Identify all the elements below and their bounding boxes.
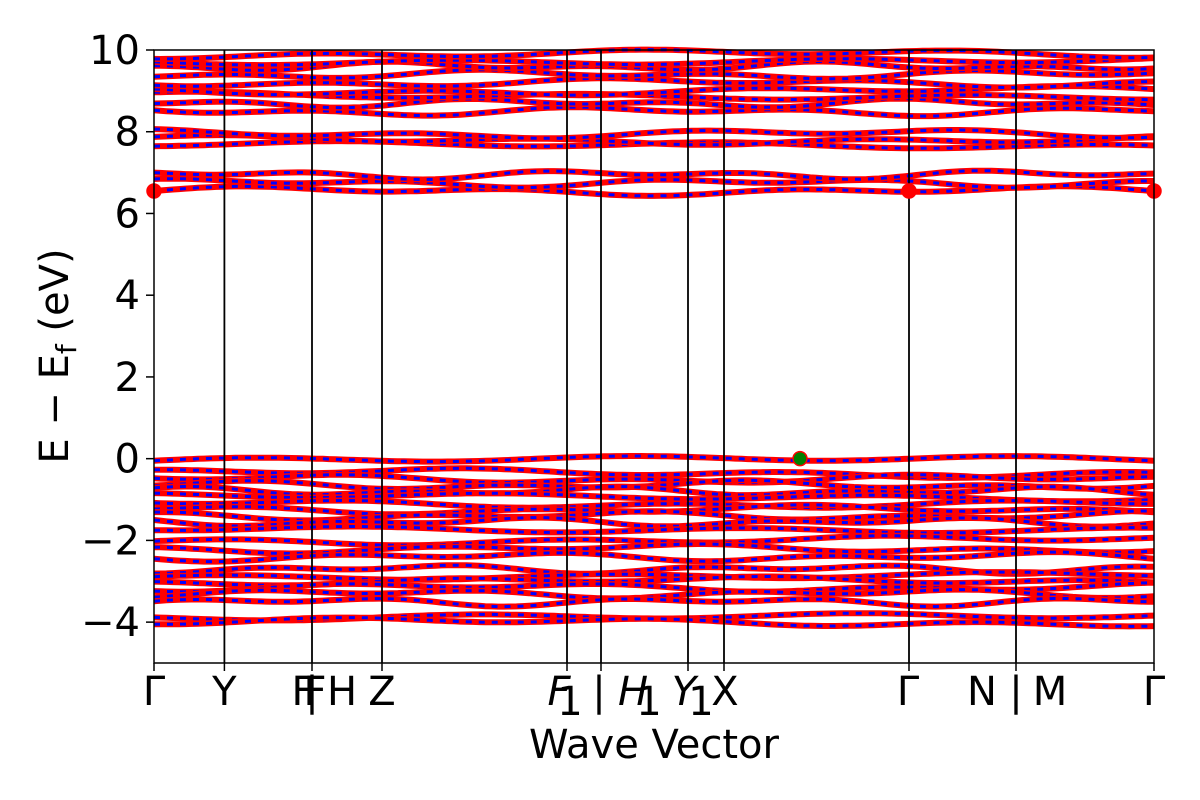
band-spin-down: [153, 503, 1155, 516]
k-point-label: H: [618, 669, 648, 715]
k-point-label: F: [303, 669, 326, 715]
band-spin-down: [154, 616, 1155, 628]
band-spin-up: [153, 595, 1155, 610]
band-spin-down: [153, 597, 1155, 609]
band-spin-down: [153, 534, 1155, 547]
k-point-label: H: [327, 669, 357, 715]
band-spin-down: [153, 473, 1155, 485]
extremum-markers: [146, 183, 1162, 467]
band-spin-down: [153, 485, 1155, 497]
band-spin-down: [153, 97, 1155, 110]
k-point-labels: Γ Y FF| H Z F1 | H1 Y1X Γ N | M Γ: [143, 663, 1166, 725]
vbm-marker: [792, 450, 808, 467]
band-spin-down: [153, 169, 1155, 182]
k-point-label: |: [305, 669, 318, 715]
band-spin-down: [153, 575, 1155, 587]
k-point-label: 1: [636, 679, 661, 725]
k-point-label: X: [711, 669, 738, 715]
y-axis-label-unit: (eV): [32, 248, 78, 344]
y-tick-label: −4: [81, 600, 140, 646]
band-spin-down: [153, 90, 1154, 102]
band-spin-down: [153, 454, 1155, 464]
plot-frame: [153, 49, 1155, 664]
band-spin-down: [153, 68, 1155, 81]
k-point-label: |: [592, 669, 605, 715]
band-spin-up: [153, 549, 1155, 565]
y-tick-label: 10: [89, 28, 140, 74]
cbm-marker: [901, 183, 917, 199]
band-spin-down: [153, 60, 1155, 72]
y-axis-label-sub: f: [50, 343, 83, 354]
band-spin-down: [153, 588, 1155, 600]
k-point-label: M: [1033, 669, 1068, 715]
band-spin-down: [153, 127, 1155, 140]
band-spin-up: [153, 95, 1155, 111]
band-spin-down: [153, 478, 1155, 491]
k-point-label: F: [547, 669, 571, 715]
band-spin-down: [153, 139, 1155, 150]
band-spin-down: [154, 525, 1155, 535]
y-tick-label: 8: [115, 110, 140, 156]
band-spin-down: [153, 542, 1155, 556]
high-symmetry-lines: [223, 50, 1017, 663]
k-point-label: |: [1009, 669, 1022, 715]
band-spin-down: [153, 498, 1154, 510]
k-point-label: Γ: [897, 669, 920, 715]
band-spin-down: [153, 48, 1155, 61]
k-point-label: Γ: [143, 669, 166, 715]
band-spin-down: [153, 76, 1155, 89]
y-axis-ticks: −4 −2 0 2 4 6 8 10: [81, 28, 154, 646]
band-spin-down: [153, 177, 1154, 190]
band-spin-down: [153, 570, 1155, 582]
band-spin-down: [153, 133, 1155, 147]
k-point-label: Y: [211, 669, 237, 715]
band-spin-down: [153, 611, 1155, 622]
y-tick-label: −2: [81, 518, 140, 564]
k-point-label: F: [291, 669, 314, 715]
band-spin-down: [153, 516, 1155, 529]
band-spin-down: [153, 56, 1155, 67]
band-spin-up: [153, 483, 1155, 499]
k-point-label: Y: [672, 669, 700, 715]
band-lines: [153, 46, 1155, 630]
k-point-label: Z: [368, 669, 395, 715]
y-tick-label: 4: [115, 273, 140, 319]
band-spin-down: [153, 550, 1155, 564]
y-tick-label: 6: [115, 191, 140, 237]
y-tick-label: 0: [115, 437, 140, 483]
k-point-label: Γ: [1143, 669, 1166, 715]
x-axis-label: Wave Vector: [529, 722, 780, 768]
k-point-label: 1: [557, 679, 582, 725]
k-point-label: 1: [688, 679, 713, 725]
y-axis-label: E − Ef (eV): [32, 248, 83, 463]
y-axis-label-main: E − E: [32, 354, 78, 464]
y-tick-label: 2: [115, 355, 140, 401]
k-point-label: N: [967, 669, 997, 715]
band-spin-down: [153, 105, 1155, 118]
